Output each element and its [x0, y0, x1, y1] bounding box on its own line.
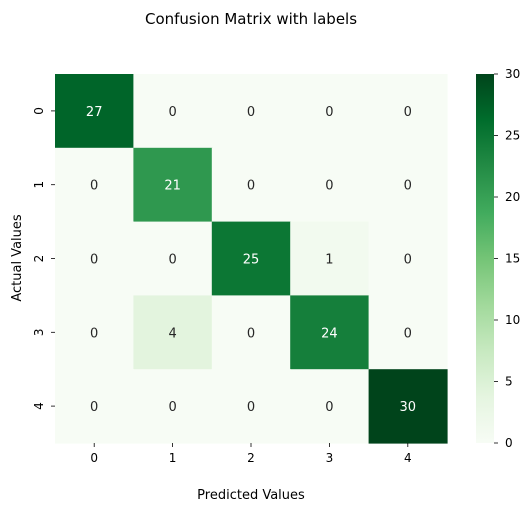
- cell-value-label: 24: [321, 326, 338, 341]
- y-axis-ticks: 0 1 2 3 4: [32, 107, 55, 410]
- heatmap-cell: [211, 221, 291, 296]
- heatmap-cell: [368, 295, 448, 370]
- cell-value-label: 0: [404, 179, 412, 194]
- heatmap-cell: [55, 295, 134, 370]
- x-axis-label: Predicted Values: [197, 488, 305, 503]
- cell-value-label: 0: [247, 400, 255, 415]
- chart-title: Confusion Matrix with labels: [145, 10, 357, 28]
- cell-value-label: 0: [404, 105, 412, 120]
- y-tick-label: 2: [32, 255, 46, 263]
- cell-value-label: 0: [90, 400, 98, 415]
- cell-value-label: 0: [404, 253, 412, 268]
- heatmap-cell: [290, 369, 370, 444]
- y-tick-label: 0: [32, 107, 46, 115]
- heatmap-cell: [55, 221, 134, 296]
- heatmap-cell: [368, 369, 448, 444]
- colorbar-ticks: 0 5 10 15 20 25 30: [494, 67, 520, 450]
- x-tick-label: 0: [90, 451, 98, 465]
- heatmap-cell: [368, 221, 448, 296]
- heatmap-cell: [290, 147, 370, 223]
- cell-value-label: 4: [168, 326, 176, 341]
- heatmap-cell: [55, 369, 134, 444]
- heatmap-cell: [55, 147, 134, 223]
- heatmap-cell: [55, 74, 134, 149]
- colorbar-tick-label: 10: [505, 313, 520, 327]
- heatmap-cell: [290, 74, 370, 149]
- heatmap-cell: [211, 147, 291, 223]
- heatmap-cell: [368, 74, 448, 149]
- x-tick-label: 4: [404, 451, 412, 465]
- colorbar-tick-label: 20: [505, 190, 520, 204]
- heatmap-cell: [368, 147, 448, 223]
- heatmap-cell: [290, 295, 370, 370]
- heatmap-cell: [211, 369, 291, 444]
- cell-value-label: 0: [90, 326, 98, 341]
- colorbar-tick-label: 5: [505, 375, 513, 389]
- heatmap-cell: [133, 74, 213, 149]
- colorbar-tick-label: 30: [505, 67, 520, 81]
- cell-value-label: 0: [247, 326, 255, 341]
- cell-value-label: 21: [164, 179, 181, 194]
- x-tick-label: 2: [247, 451, 255, 465]
- cell-value-label: 0: [168, 105, 176, 120]
- cell-value-label: 0: [168, 400, 176, 415]
- colorbar-tick-label: 25: [505, 129, 520, 143]
- heatmap-cell: [211, 74, 291, 149]
- heatmap-cell: [133, 295, 213, 370]
- heatmap-cell: [133, 369, 213, 444]
- heatmap-cell-labels: 27 0 0 0 0 0 21 0 0 0 0 0 25 1 0 0 4 0 24 0 0 0 0 0 30: [86, 105, 416, 415]
- cell-value-label: 0: [247, 179, 255, 194]
- y-tick-label: 4: [32, 402, 46, 410]
- x-axis-ticks: 0 1 2 3 4: [90, 443, 412, 465]
- colorbar: [476, 74, 494, 443]
- x-tick-label: 1: [169, 451, 177, 465]
- cell-value-label: 27: [86, 105, 103, 120]
- cell-value-label: 0: [90, 253, 98, 268]
- heatmap-cell: [133, 221, 213, 296]
- y-tick-label: 1: [32, 181, 46, 189]
- cell-value-label: 0: [90, 179, 98, 194]
- colorbar-tick-label: 15: [505, 252, 520, 266]
- heatmap-cell: [133, 147, 213, 223]
- y-axis-label: Actual Values: [10, 214, 25, 302]
- y-tick-label: 3: [32, 328, 46, 336]
- cell-value-label: 0: [325, 105, 333, 120]
- colorbar-tick-label: 0: [505, 436, 513, 450]
- cell-value-label: 0: [247, 105, 255, 120]
- cell-value-label: 0: [325, 179, 333, 194]
- heatmap-cell: [211, 295, 291, 370]
- cell-value-label: 0: [325, 400, 333, 415]
- cell-value-label: 0: [168, 253, 176, 268]
- cell-value-label: 0: [404, 326, 412, 341]
- heatmap-cell: [290, 221, 370, 296]
- heatmap-cells: [55, 74, 448, 444]
- cell-value-label: 1: [325, 253, 333, 268]
- cell-value-label: 30: [400, 400, 417, 415]
- x-tick-label: 3: [326, 451, 334, 465]
- cell-value-label: 25: [243, 253, 260, 268]
